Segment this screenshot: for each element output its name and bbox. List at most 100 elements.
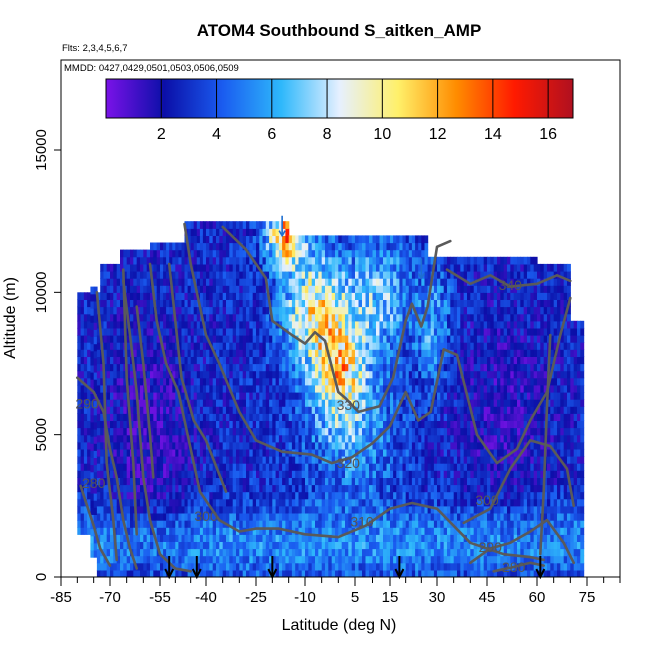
heatmap-cell (376, 392, 381, 400)
heatmap-cell (140, 370, 144, 379)
heatmap-cell (256, 327, 260, 336)
heatmap-cell (232, 534, 237, 542)
heatmap-cell (123, 477, 128, 486)
heatmap-cell (229, 399, 234, 407)
heatmap-cell (229, 527, 234, 535)
heatmap-cell (335, 377, 339, 386)
heatmap-cell (291, 555, 296, 564)
heatmap-cell (318, 377, 323, 386)
heatmap-cell (222, 256, 227, 265)
heatmap-cell (390, 548, 394, 557)
heatmap-cell (100, 384, 105, 393)
heatmap-cell (285, 562, 290, 571)
heatmap-cell (130, 406, 134, 414)
heatmap-cell (106, 349, 111, 357)
heatmap-cell (106, 505, 111, 514)
heatmap-cell (301, 249, 306, 258)
heatmap-cell (249, 562, 254, 571)
heatmap-cell (222, 327, 227, 336)
heatmap-cell (415, 271, 419, 279)
heatmap-cell (275, 377, 280, 386)
heatmap-cell (272, 278, 277, 286)
heatmap-cell (219, 406, 224, 414)
heatmap-cell (216, 278, 220, 286)
heatmap-cell (236, 555, 240, 564)
heatmap-cell (100, 434, 105, 443)
heatmap-cell (143, 399, 148, 407)
heatmap-cell (178, 491, 183, 500)
heatmap-cell (246, 278, 250, 286)
heatmap-cell (160, 477, 164, 486)
heatmap-cell (219, 235, 224, 244)
heatmap-cell (113, 278, 118, 286)
heatmap-cell (325, 292, 329, 300)
heatmap-cell (396, 434, 400, 443)
heatmap-cell (140, 392, 144, 400)
heatmap-cell (110, 427, 114, 436)
heatmap-cell (90, 393, 95, 402)
heatmap-cell (143, 527, 148, 535)
heatmap-cell (93, 429, 98, 437)
heatmap-cell (383, 327, 388, 336)
heatmap-cell (341, 285, 346, 293)
heatmap-cell (113, 456, 118, 464)
heatmap-cell (236, 399, 240, 407)
heatmap-cell (335, 263, 339, 272)
heatmap-cell (278, 349, 283, 357)
heatmap-cell (390, 477, 394, 486)
heatmap-cell (116, 406, 121, 414)
heatmap-cell (175, 392, 179, 400)
heatmap-cell (199, 420, 204, 429)
heatmap-cell (103, 299, 108, 308)
heatmap-cell (175, 527, 179, 535)
heatmap-cell (256, 228, 260, 236)
heatmap-cell (379, 363, 384, 372)
heatmap-cell (321, 342, 326, 350)
heatmap-cell (355, 271, 360, 279)
heatmap-cell (396, 527, 400, 535)
heatmap-cell (150, 320, 154, 329)
heatmap-cell (80, 406, 85, 414)
heatmap-cell (133, 320, 138, 329)
heatmap-cell (358, 370, 363, 379)
heatmap-cell (113, 384, 118, 393)
heatmap-cell (321, 413, 326, 421)
heatmap-cell (120, 342, 124, 350)
heatmap-cell (160, 363, 164, 372)
heatmap-cell (262, 413, 267, 421)
heatmap-cell (275, 548, 280, 557)
heatmap-cell (256, 427, 260, 436)
heatmap-cell (275, 413, 280, 421)
heatmap-cell (365, 498, 370, 507)
heatmap-cell (402, 441, 407, 450)
heatmap-cell (184, 477, 189, 486)
heatmap-cell (150, 292, 154, 300)
heatmap-cell (351, 363, 356, 372)
heatmap-cell (252, 498, 257, 507)
heatmap-cell (341, 399, 346, 407)
heatmap-cell (242, 441, 247, 450)
heatmap-cell (405, 477, 410, 486)
heatmap-cell (184, 221, 189, 229)
heatmap-cell (209, 527, 214, 535)
heatmap-cell (278, 242, 283, 251)
heatmap-cell (351, 292, 356, 300)
heatmap-cell (272, 477, 277, 486)
heatmap-cell (355, 427, 360, 436)
heatmap-cell (355, 470, 360, 478)
heatmap-cell (311, 392, 316, 400)
heatmap-cell (249, 420, 254, 429)
heatmap-cell (288, 271, 293, 279)
heatmap-cell (348, 292, 353, 300)
heatmap-cell (318, 527, 323, 535)
heatmap-cell (123, 384, 128, 393)
heatmap-cell (418, 527, 422, 535)
heatmap-cell (369, 327, 374, 336)
heatmap-cell (383, 399, 388, 407)
heatmap-cell (358, 242, 363, 251)
heatmap-cell (288, 313, 293, 322)
heatmap-cell (338, 356, 343, 365)
heatmap-cell (242, 228, 247, 236)
heatmap-cell (298, 491, 303, 500)
heatmap-cell (402, 513, 407, 521)
